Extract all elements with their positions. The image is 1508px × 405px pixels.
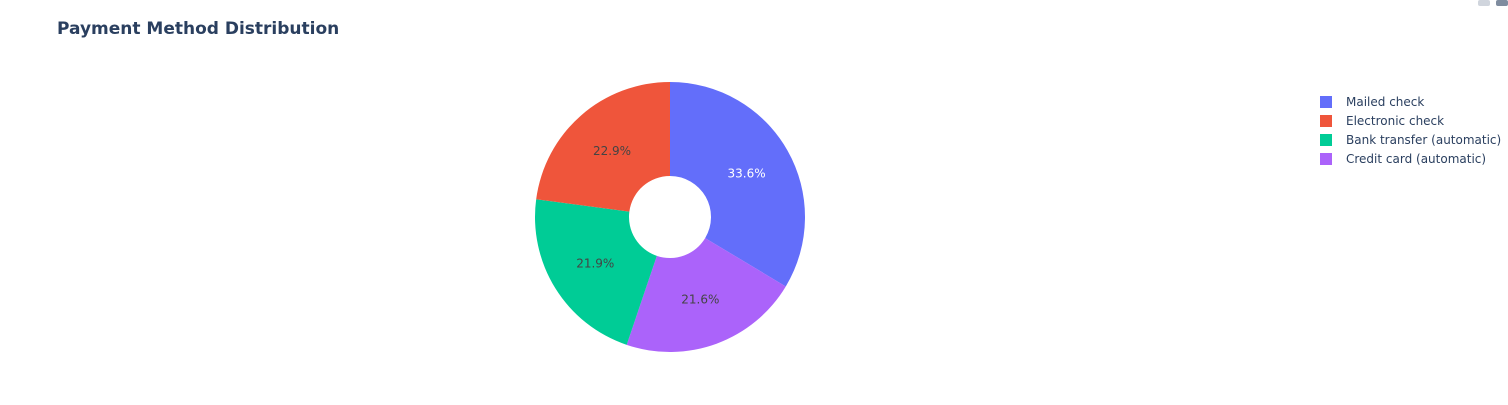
legend-label: Electronic check bbox=[1346, 113, 1445, 128]
pie-slice-electronic-check[interactable] bbox=[536, 82, 670, 212]
chart-title: Payment Method Distribution bbox=[57, 19, 340, 39]
legend-item-electronic-check[interactable]: Electronic check bbox=[1320, 111, 1501, 130]
legend-item-bank-transfer[interactable]: Bank transfer (automatic) bbox=[1320, 130, 1501, 149]
pie-slice-credit-card-automatic[interactable] bbox=[626, 238, 786, 352]
slice-label: 22.9% bbox=[593, 144, 631, 158]
plotly-logo-icon[interactable] bbox=[1496, 0, 1508, 6]
slice-label: 21.6% bbox=[681, 293, 719, 307]
legend-swatch bbox=[1320, 133, 1332, 146]
legend-swatch bbox=[1320, 114, 1332, 127]
legend-label: Credit card (automatic) bbox=[1346, 151, 1487, 166]
legend-item-credit-card[interactable]: Credit card (automatic) bbox=[1320, 149, 1501, 168]
legend-label: Bank transfer (automatic) bbox=[1346, 132, 1502, 147]
camera-icon[interactable] bbox=[1478, 0, 1490, 6]
pie-slice-mailed-check[interactable] bbox=[670, 82, 805, 287]
slice-label: 33.6% bbox=[728, 167, 766, 181]
legend-label: Mailed check bbox=[1346, 94, 1425, 109]
modebar bbox=[1478, 0, 1508, 6]
slice-label: 21.9% bbox=[576, 256, 614, 270]
legend-swatch bbox=[1320, 152, 1332, 165]
pie-slice-bank-transfer-automatic[interactable] bbox=[535, 199, 657, 345]
legend-item-mailed-check[interactable]: Mailed check bbox=[1320, 92, 1501, 111]
legend: Mailed check Electronic check Bank trans… bbox=[1320, 92, 1501, 168]
legend-swatch bbox=[1320, 95, 1332, 108]
